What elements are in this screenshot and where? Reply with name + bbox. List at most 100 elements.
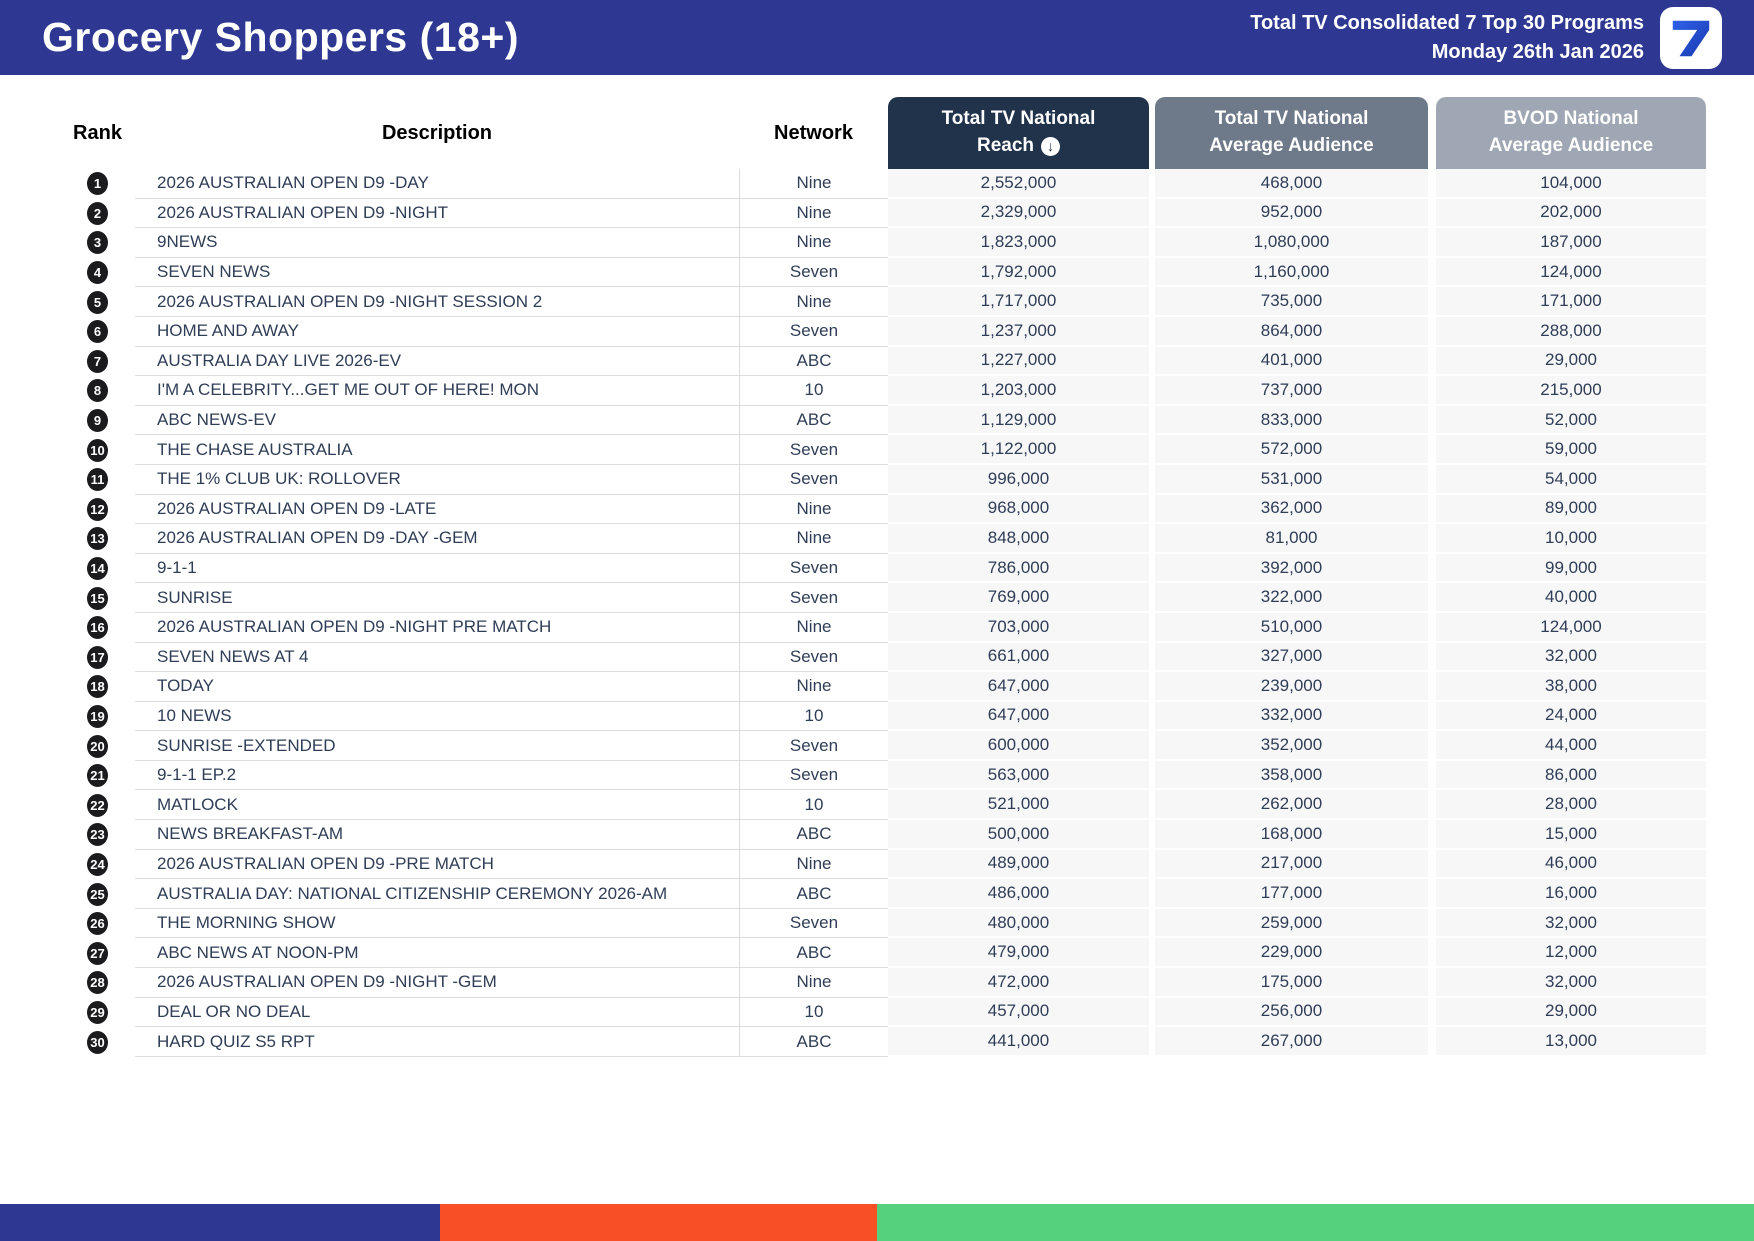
program-description-cell: 2026 AUSTRALIAN OPEN D9 -PRE MATCH bbox=[135, 850, 739, 880]
rank-badge: 24 bbox=[87, 852, 108, 876]
network-cell: 10 bbox=[739, 997, 888, 1028]
bvod-value-cell: 288,000 bbox=[1436, 316, 1706, 347]
network-cell: Seven bbox=[739, 257, 888, 288]
footer-segment-green bbox=[876, 1204, 1754, 1241]
bvod-value-cell: 40,000 bbox=[1436, 583, 1706, 613]
table-row: 27 ABC NEWS AT NOON-PM ABC 479,000 229,0… bbox=[60, 938, 1706, 969]
table-row: 11 THE 1% CLUB UK: ROLLOVER Seven 996,00… bbox=[60, 464, 1706, 495]
table-header-row: Rank Description Network Total TV Nation… bbox=[60, 97, 1706, 169]
bvod-value-cell: 104,000 bbox=[1436, 169, 1706, 199]
rank-cell: 4 bbox=[60, 258, 135, 288]
reach-value-cell: 786,000 bbox=[888, 553, 1149, 584]
program-description-cell: HOME AND AWAY bbox=[135, 317, 739, 347]
program-description-cell: 2026 AUSTRALIAN OPEN D9 -LATE bbox=[135, 495, 739, 525]
program-description-cell: 9-1-1 EP.2 bbox=[135, 761, 739, 791]
bvod-column-header: BVOD National Average Audience bbox=[1436, 97, 1706, 169]
rank-badge: 3 bbox=[87, 231, 108, 255]
table-row: 16 2026 AUSTRALIAN OPEN D9 -NIGHT PRE MA… bbox=[60, 612, 1706, 643]
bvod-value-cell: 24,000 bbox=[1436, 701, 1706, 732]
table-row: 21 9-1-1 EP.2 Seven 563,000 358,000 86,0… bbox=[60, 760, 1706, 791]
rank-cell: 16 bbox=[60, 613, 135, 643]
average-audience-value-cell: 1,160,000 bbox=[1155, 257, 1428, 288]
rank-cell: 8 bbox=[60, 376, 135, 406]
bvod-value-cell: 124,000 bbox=[1436, 257, 1706, 288]
program-description-cell: AUSTRALIA DAY: NATIONAL CITIZENSHIP CERE… bbox=[135, 879, 739, 909]
reach-value-cell: 1,122,000 bbox=[888, 435, 1149, 465]
reach-column-header[interactable]: Total TV National Reach ↓ bbox=[888, 97, 1149, 169]
table-body: 1 2026 AUSTRALIAN OPEN D9 -DAY Nine 2,55… bbox=[60, 169, 1706, 1057]
program-description-cell: 9NEWS bbox=[135, 228, 739, 258]
rank-cell: 25 bbox=[60, 879, 135, 909]
table-row: 30 HARD QUIZ S5 RPT ABC 441,000 267,000 … bbox=[60, 1027, 1706, 1057]
program-description-cell: SEVEN NEWS AT 4 bbox=[135, 643, 739, 673]
network-cell: Seven bbox=[739, 731, 888, 761]
network-cell: ABC bbox=[739, 879, 888, 909]
program-description-cell: 2026 AUSTRALIAN OPEN D9 -DAY -GEM bbox=[135, 524, 739, 554]
top30-programs-table: Rank Description Network Total TV Nation… bbox=[60, 97, 1706, 1057]
rank-badge: 22 bbox=[87, 793, 108, 817]
average-audience-value-cell: 737,000 bbox=[1155, 376, 1428, 406]
average-audience-value-cell: 168,000 bbox=[1155, 820, 1428, 850]
reach-value-cell: 457,000 bbox=[888, 997, 1149, 1028]
table-row: 28 2026 AUSTRALIAN OPEN D9 -NIGHT -GEM N… bbox=[60, 968, 1706, 998]
table-row: 13 2026 AUSTRALIAN OPEN D9 -DAY -GEM Nin… bbox=[60, 524, 1706, 554]
rank-cell: 12 bbox=[60, 495, 135, 525]
bvod-value-cell: 32,000 bbox=[1436, 642, 1706, 673]
rank-badge: 9 bbox=[87, 409, 108, 433]
reach-header-line2: Reach ↓ bbox=[976, 133, 1061, 160]
reach-value-cell: 480,000 bbox=[888, 908, 1149, 939]
rank-column-header: Rank bbox=[73, 121, 122, 144]
average-audience-value-cell: 322,000 bbox=[1155, 583, 1428, 613]
table-row: 29 DEAL OR NO DEAL 10 457,000 256,000 29… bbox=[60, 997, 1706, 1028]
average-audience-value-cell: 572,000 bbox=[1155, 435, 1428, 465]
program-description-cell: TODAY bbox=[135, 672, 739, 702]
table-row: 23 NEWS BREAKFAST-AM ABC 500,000 168,000… bbox=[60, 820, 1706, 850]
table-row: 3 9NEWS Nine 1,823,000 1,080,000 187,000 bbox=[60, 228, 1706, 258]
rank-cell: 7 bbox=[60, 347, 135, 377]
reach-value-cell: 600,000 bbox=[888, 731, 1149, 761]
reach-value-cell: 2,552,000 bbox=[888, 169, 1149, 199]
bvod-value-cell: 86,000 bbox=[1436, 760, 1706, 791]
network-cell: Seven bbox=[739, 316, 888, 347]
table-row: 8 I'M A CELEBRITY...GET ME OUT OF HERE! … bbox=[60, 376, 1706, 406]
program-description-cell: I'M A CELEBRITY...GET ME OUT OF HERE! MO… bbox=[135, 376, 739, 406]
average-audience-value-cell: 229,000 bbox=[1155, 938, 1428, 969]
average-audience-value-cell: 510,000 bbox=[1155, 612, 1428, 643]
rank-cell: 11 bbox=[60, 465, 135, 495]
rank-badge: 20 bbox=[87, 734, 108, 758]
average-audience-value-cell: 952,000 bbox=[1155, 198, 1428, 229]
network-cell: ABC bbox=[739, 938, 888, 969]
rank-badge: 27 bbox=[87, 941, 108, 965]
average-audience-value-cell: 833,000 bbox=[1155, 405, 1428, 436]
program-description-cell: ABC NEWS AT NOON-PM bbox=[135, 938, 739, 969]
reach-value-cell: 1,203,000 bbox=[888, 376, 1149, 406]
reach-header-label: Reach bbox=[976, 135, 1035, 156]
average-audience-value-cell: 259,000 bbox=[1155, 908, 1428, 939]
program-description-cell: THE CHASE AUSTRALIA bbox=[135, 435, 739, 465]
program-description-cell: 2026 AUSTRALIAN OPEN D9 -NIGHT bbox=[135, 199, 739, 229]
network-cell: Nine bbox=[739, 169, 888, 199]
program-description-cell: NEWS BREAKFAST-AM bbox=[135, 820, 739, 850]
table-row: 5 2026 AUSTRALIAN OPEN D9 -NIGHT SESSION… bbox=[60, 287, 1706, 317]
rank-badge: 13 bbox=[87, 527, 108, 551]
network-cell: Nine bbox=[739, 198, 888, 229]
rank-badge: 6 bbox=[87, 320, 108, 344]
rank-cell: 3 bbox=[60, 228, 135, 258]
bvod-value-cell: 59,000 bbox=[1436, 435, 1706, 465]
reach-value-cell: 647,000 bbox=[888, 672, 1149, 702]
table-row: 7 AUSTRALIA DAY LIVE 2026-EV ABC 1,227,0… bbox=[60, 346, 1706, 377]
bvod-value-cell: 187,000 bbox=[1436, 228, 1706, 258]
bvod-value-cell: 124,000 bbox=[1436, 612, 1706, 643]
rank-badge: 17 bbox=[87, 645, 108, 669]
network-cell: Seven bbox=[739, 553, 888, 584]
network-cell: Seven bbox=[739, 642, 888, 673]
table-row: 9 ABC NEWS-EV ABC 1,129,000 833,000 52,0… bbox=[60, 405, 1706, 436]
average-audience-value-cell: 239,000 bbox=[1155, 672, 1428, 702]
bvod-value-cell: 12,000 bbox=[1436, 938, 1706, 969]
rank-badge: 28 bbox=[87, 971, 108, 995]
rank-cell: 10 bbox=[60, 435, 135, 465]
average-audience-value-cell: 401,000 bbox=[1155, 346, 1428, 377]
program-description-cell: AUSTRALIA DAY LIVE 2026-EV bbox=[135, 347, 739, 377]
rank-badge: 14 bbox=[87, 557, 108, 581]
network-cell: Nine bbox=[739, 494, 888, 525]
